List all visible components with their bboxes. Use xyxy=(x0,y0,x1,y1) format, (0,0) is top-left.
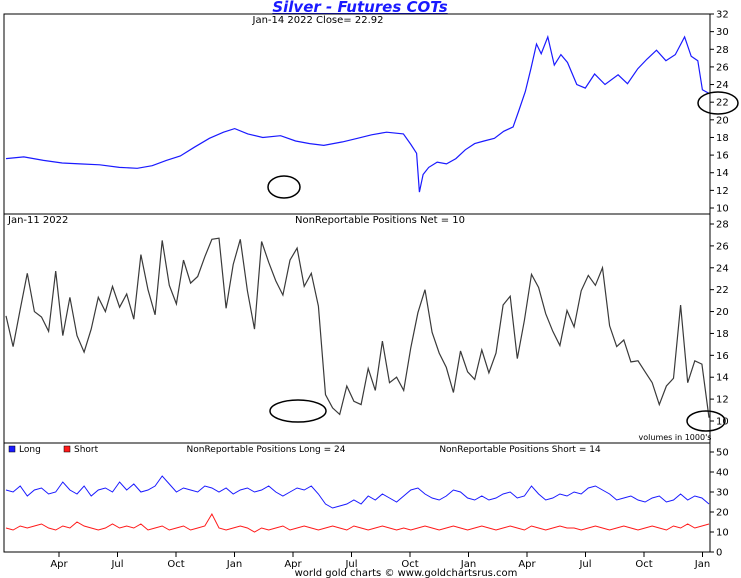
legend-short-label: Short xyxy=(74,445,99,455)
price-line xyxy=(5,34,710,193)
y-tick-label: 10 xyxy=(716,417,729,428)
x-tick-label: Jan xyxy=(226,559,242,570)
net-panel-frame xyxy=(3,213,711,444)
y-tick-label: 28 xyxy=(716,220,729,231)
y-tick-label: 32 xyxy=(716,10,729,21)
y-tick-label: 30 xyxy=(716,27,729,38)
y-tick-label: 50 xyxy=(716,448,729,459)
y-tick-label: 10 xyxy=(716,204,729,215)
series-lines xyxy=(5,34,710,533)
legend-long-label: Long xyxy=(19,445,41,455)
y-tick-label: 16 xyxy=(716,151,729,162)
x-tick-label: Jan xyxy=(460,559,476,570)
x-tick-label: Apr xyxy=(518,559,536,570)
net-end-circle xyxy=(686,410,726,432)
long-short-panel-frame xyxy=(3,442,711,553)
volume-note: volumes in 1000's xyxy=(639,433,712,442)
y-tick-label: 12 xyxy=(716,186,729,197)
y-tick-label: 12 xyxy=(716,395,729,406)
y-tick-label: 20 xyxy=(716,115,729,126)
price-end-circle xyxy=(697,91,739,115)
x-tick-label: Jan xyxy=(694,559,710,570)
short-header-value: NonReportable Positions Short = 14 xyxy=(439,445,601,455)
y-tick-label: 14 xyxy=(716,373,729,384)
y-tick-label: 24 xyxy=(716,80,729,91)
x-tick-label: Jul xyxy=(110,559,123,570)
price-panel-frame xyxy=(3,13,711,215)
x-tick-label: Oct xyxy=(167,559,184,570)
y-tick-label: 16 xyxy=(716,351,729,362)
x-tick-label: Apr xyxy=(284,559,302,570)
y-tick-label: 20 xyxy=(716,508,729,519)
y-tick-label: 22 xyxy=(716,98,729,109)
axis-ticks: 10 12 14 16 18 20 22 24 26 28 30 32 10 12 14 16 18 20 22 24… xyxy=(50,10,728,571)
net-low-circle xyxy=(269,399,327,423)
y-tick-label: 18 xyxy=(716,133,729,144)
legend-short-swatch xyxy=(63,445,71,453)
y-tick-label: 24 xyxy=(716,263,729,274)
y-tick-label: 14 xyxy=(716,168,729,179)
short-position-line xyxy=(5,512,710,533)
y-tick-label: 22 xyxy=(716,285,729,296)
net-position-line xyxy=(5,237,710,418)
y-tick-label: 0 xyxy=(716,548,722,559)
price-dip-circle xyxy=(267,175,301,199)
long-header-value: NonReportable Positions Long = 24 xyxy=(187,445,346,455)
y-tick-label: 40 xyxy=(716,468,729,479)
x-tick-label: Apr xyxy=(50,559,68,570)
y-tick-label: 30 xyxy=(716,488,729,499)
y-tick-label: 26 xyxy=(716,62,729,73)
x-tick-label: Jul xyxy=(578,559,591,570)
x-tick-label: Oct xyxy=(635,559,652,570)
x-tick-label: Oct xyxy=(401,559,418,570)
y-tick-label: 20 xyxy=(716,307,729,318)
y-tick-label: 10 xyxy=(716,528,729,539)
y-tick-label: 28 xyxy=(716,45,729,56)
legend-long-swatch xyxy=(8,445,16,453)
net-header-date: Jan-11 2022 xyxy=(7,215,68,226)
chart-title: Silver - Futures COTs xyxy=(272,0,447,16)
net-header-value: NonReportable Positions Net = 10 xyxy=(295,215,465,226)
y-tick-label: 18 xyxy=(716,329,729,340)
price-header: Jan-14 2022 Close= 22.92 xyxy=(252,15,384,26)
long-position-line xyxy=(5,475,710,509)
y-tick-label: 26 xyxy=(716,241,729,252)
x-tick-label: Jul xyxy=(344,559,357,570)
footer-credit: world gold charts © www.goldchartsrus.co… xyxy=(295,568,518,578)
